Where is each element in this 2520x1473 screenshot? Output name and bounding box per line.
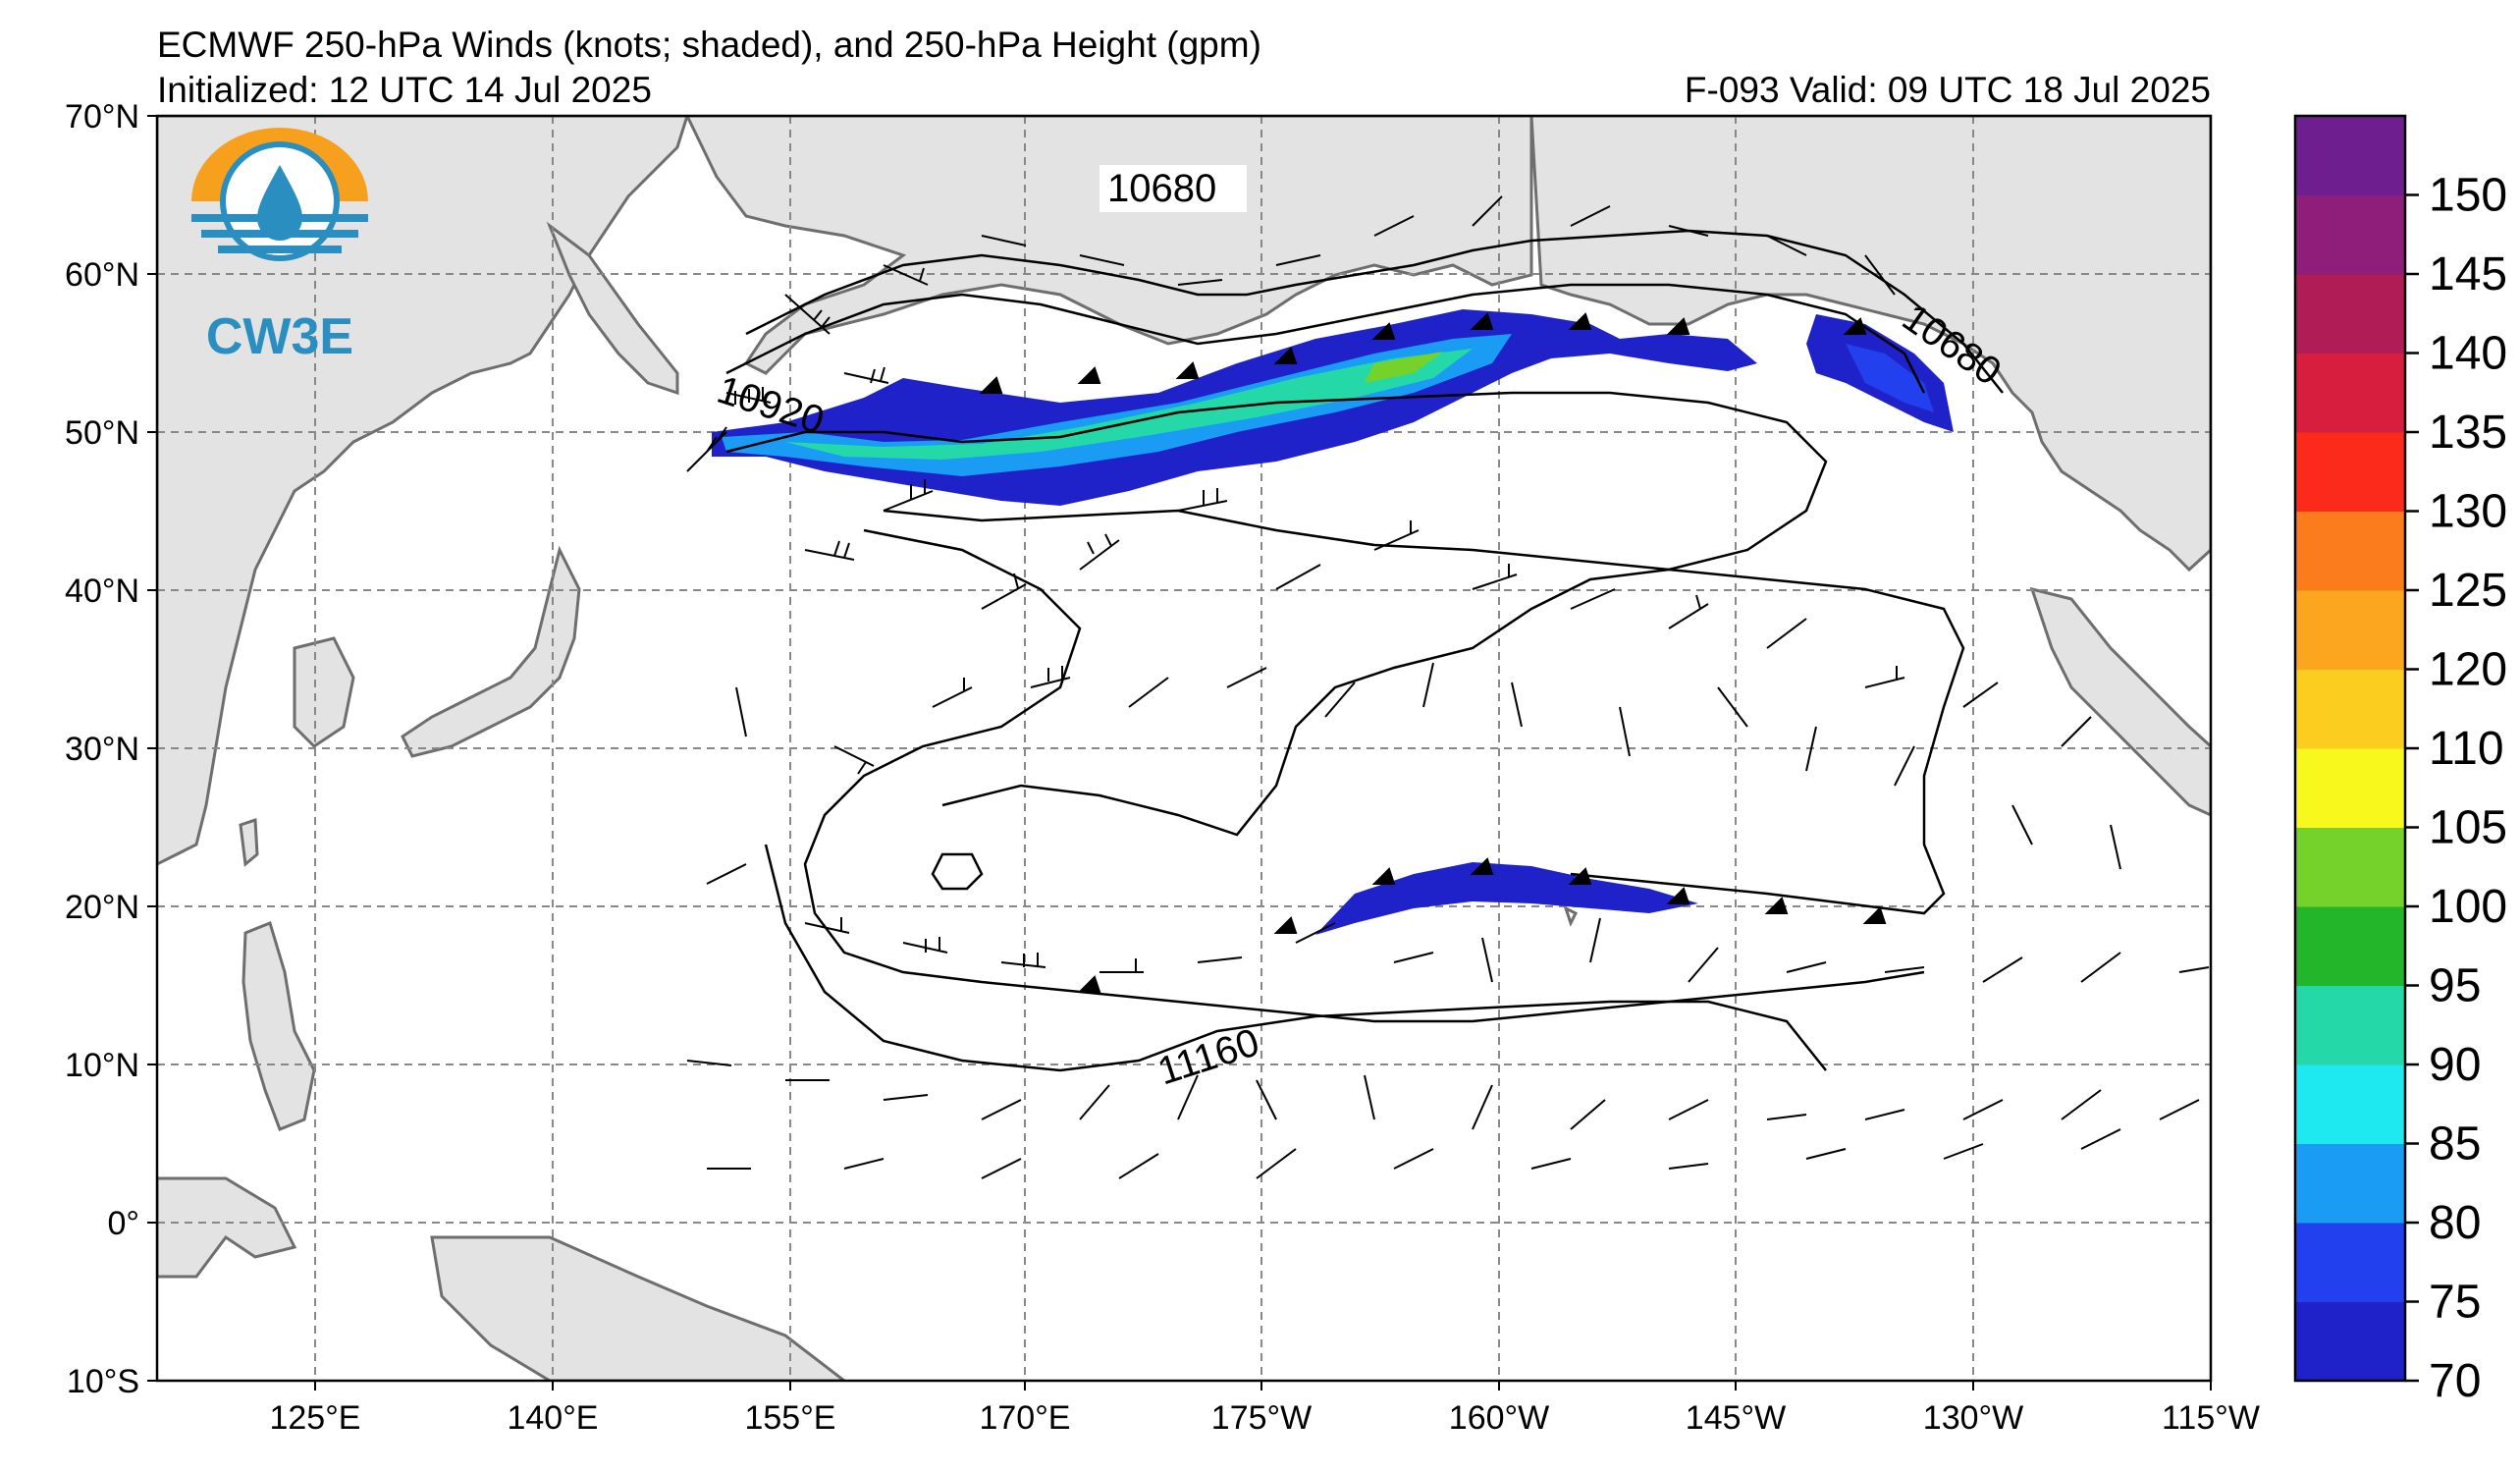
lat-label: 70°N bbox=[65, 98, 139, 136]
contour-11040 bbox=[803, 528, 1925, 1023]
jet-streak-northeast-core bbox=[1846, 344, 1934, 412]
colorbar-cell bbox=[2295, 669, 2405, 749]
contour-label-10680-north: 10680 bbox=[1107, 167, 1216, 210]
colorbar-tick-label: 95 bbox=[2429, 960, 2481, 1012]
height-contours bbox=[725, 229, 2004, 1072]
colorbar-cell bbox=[2295, 274, 2405, 354]
colorbar-tick-label: 110 bbox=[2429, 723, 2504, 775]
tick-marks bbox=[147, 115, 2212, 1391]
colorbar-cell bbox=[2295, 353, 2405, 433]
colorbar-cell bbox=[2295, 194, 2405, 275]
jet-streak-subtropical bbox=[1315, 862, 1698, 935]
colorbar-tick-label: 105 bbox=[2429, 802, 2507, 854]
colorbar-tick-label: 125 bbox=[2429, 565, 2507, 617]
colorbar-tick-label: 135 bbox=[2429, 407, 2507, 459]
valid-label: F-093 Valid: 09 UTC 18 Jul 2025 bbox=[1685, 70, 2211, 110]
colorbar-cell bbox=[2295, 511, 2405, 591]
lat-label: 50°N bbox=[65, 414, 139, 452]
land-mexico bbox=[2029, 586, 2211, 817]
lon-label: 160°W bbox=[1449, 1399, 1549, 1437]
lat-label: 40°N bbox=[65, 573, 139, 610]
colorbar-cell bbox=[2295, 590, 2405, 670]
jet-streak-north-max bbox=[1365, 352, 1443, 383]
colorbar-tick-label: 85 bbox=[2429, 1118, 2481, 1171]
contour-11160-closed bbox=[931, 852, 984, 891]
lon-label: 115°W bbox=[2162, 1399, 2260, 1437]
lon-label: 175°W bbox=[1211, 1399, 1312, 1437]
logo-text: CW3E bbox=[206, 308, 353, 365]
colorbar-tick-label: 150 bbox=[2429, 170, 2507, 222]
colorbar-ticks: 70 75 80 85 90 95 100 105 110 120 125 130 135 140 145 1… bbox=[2405, 170, 2507, 1407]
colorbar-cell bbox=[2295, 748, 2405, 828]
land-japan bbox=[401, 545, 581, 758]
lat-label: 20°N bbox=[65, 889, 139, 926]
colorbar-cell bbox=[2295, 827, 2405, 907]
lon-label: 145°W bbox=[1686, 1399, 1786, 1437]
land-korea bbox=[293, 636, 355, 748]
contour-11160-south bbox=[764, 844, 1827, 1072]
contour-11160 bbox=[941, 568, 1965, 915]
initialized-label: Initialized: 12 UTC 14 Jul 2025 bbox=[157, 70, 652, 110]
colorbar-cells bbox=[2295, 116, 2405, 1382]
lat-label: 60°N bbox=[65, 256, 139, 294]
lat-label: 0° bbox=[107, 1205, 139, 1242]
colorbar-cell bbox=[2295, 1301, 2405, 1382]
colorbar-tick-label: 75 bbox=[2429, 1277, 2481, 1329]
colorbar: 70 75 80 85 90 95 100 105 110 120 125 130 135 140 145 1… bbox=[2293, 114, 2507, 1407]
jet-streak-north-mid bbox=[722, 334, 1512, 476]
colorbar-tick-label: 145 bbox=[2429, 248, 2507, 300]
lon-label: 125°E bbox=[269, 1399, 360, 1437]
colorbar-tick-label: 120 bbox=[2429, 644, 2507, 696]
colorbar-cell bbox=[2295, 1064, 2405, 1144]
figure-title: ECMWF 250-hPa Winds (knots; shaded), and… bbox=[157, 25, 1261, 65]
land-philippines bbox=[241, 920, 316, 1131]
contour-10800 bbox=[725, 283, 1926, 394]
land-taiwan bbox=[239, 817, 259, 867]
land-new-guinea bbox=[430, 1235, 847, 1381]
lon-label: 155°E bbox=[744, 1399, 835, 1437]
land-hawaii bbox=[1563, 905, 1579, 927]
colorbar-tick-label: 100 bbox=[2429, 881, 2507, 933]
colorbar-tick-label: 140 bbox=[2429, 328, 2507, 380]
wind-barbs bbox=[686, 195, 2210, 1179]
land-north-america bbox=[1529, 116, 2211, 573]
colorbar-tick-label: 130 bbox=[2429, 486, 2507, 538]
lon-label: 140°E bbox=[507, 1399, 598, 1437]
longitude-labels: 125°E 140°E 155°E 170°E 175°W 160°W 145°… bbox=[269, 1399, 2259, 1437]
colorbar-cell bbox=[2295, 432, 2405, 512]
lat-label: 10°N bbox=[65, 1047, 139, 1084]
cw3e-logo: CW3E bbox=[191, 128, 368, 365]
colorbar-tick-label: 80 bbox=[2429, 1197, 2481, 1249]
map-panel: 10680 10920 11160 10680 bbox=[157, 116, 2211, 1381]
contour-10680 bbox=[745, 229, 2004, 394]
logo-sun-arc bbox=[191, 128, 368, 201]
colorbar-cell bbox=[2295, 1143, 2405, 1224]
lat-label: 10°S bbox=[67, 1363, 139, 1400]
colorbar-cell bbox=[2295, 985, 2405, 1065]
colorbar-cell bbox=[2295, 1223, 2405, 1302]
colorbar-tick-label: 70 bbox=[2429, 1355, 2481, 1407]
contour-10920 bbox=[725, 391, 1828, 572]
latitude-labels: 70°N 60°N 50°N 40°N 30°N 20°N 10°N 0° 10… bbox=[65, 98, 139, 1400]
lon-label: 170°E bbox=[979, 1399, 1070, 1437]
land-indonesia bbox=[157, 1176, 297, 1279]
colorbar-cell bbox=[2295, 116, 2405, 195]
lon-label: 130°W bbox=[1923, 1399, 2023, 1437]
colorbar-tick-label: 90 bbox=[2429, 1039, 2481, 1091]
land-kamchatka bbox=[546, 221, 679, 396]
lat-label: 30°N bbox=[65, 731, 139, 768]
colorbar-cell bbox=[2295, 906, 2405, 986]
